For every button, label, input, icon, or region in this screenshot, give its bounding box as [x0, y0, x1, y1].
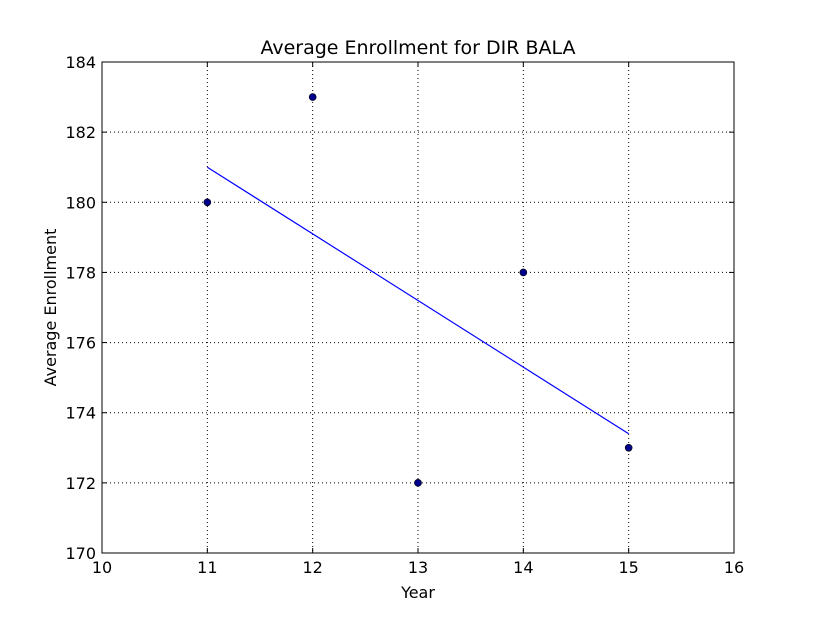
x-tick-label: 16	[724, 558, 744, 577]
chart-title: Average Enrollment for DIR BALA	[260, 37, 575, 59]
y-tick-label: 182	[65, 123, 96, 142]
x-tick-label: 10	[92, 558, 112, 577]
y-tick-label: 178	[65, 263, 96, 282]
y-tick-label: 172	[65, 474, 96, 493]
y-axis-title: Average Enrollment	[41, 229, 60, 387]
x-tick-label: 13	[408, 558, 428, 577]
x-axis-title: Year	[400, 583, 435, 602]
y-tick-label: 174	[65, 404, 96, 423]
x-tick-label: 15	[618, 558, 638, 577]
x-tick-label: 12	[302, 558, 322, 577]
data-point	[624, 443, 633, 452]
trend-line	[207, 166, 629, 435]
y-tick-label: 180	[65, 193, 96, 212]
data-point	[414, 479, 422, 487]
ticks: 10 11 12 13 14 15 16 170 172 174 176 178 180 182 184	[65, 53, 744, 577]
series-layer	[203, 93, 633, 487]
y-tick-label: 170	[65, 544, 96, 563]
data-point	[519, 268, 528, 277]
y-tick-label: 184	[65, 53, 96, 72]
x-tick-label: 14	[513, 558, 533, 577]
data-point	[203, 198, 212, 207]
y-tick-label: 176	[65, 334, 96, 353]
data-point	[308, 93, 317, 101]
x-tick-label: 11	[197, 558, 217, 577]
